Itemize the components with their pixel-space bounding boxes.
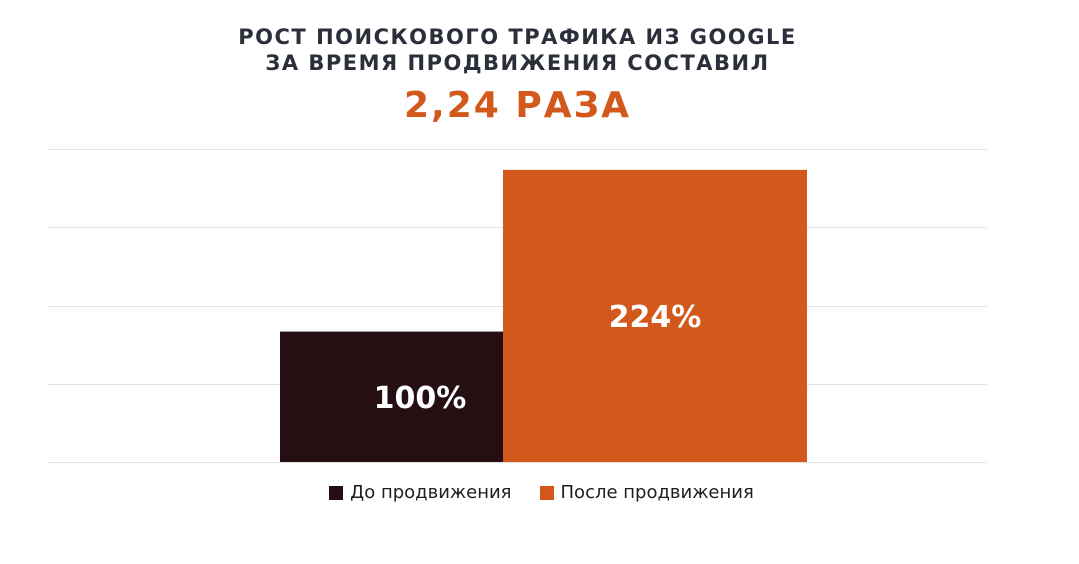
legend-label-after: После продвижения: [560, 482, 754, 503]
bars: [280, 169, 807, 462]
legend-swatch-before: [329, 485, 344, 500]
chart-title-line-2: ЗА ВРЕМЯ ПРОДВИЖЕНИЯ СОСТАВИЛ: [265, 51, 770, 75]
legend: До продвижения После продвижения: [0, 482, 1079, 503]
bar-after-label: 224%: [609, 300, 702, 335]
legend-label-before: До продвижения: [350, 482, 512, 503]
legend-swatch-after: [539, 485, 554, 500]
legend-item-after: После продвижения: [539, 482, 754, 503]
data-labels: 100% 224%: [374, 300, 702, 416]
bar-after: [503, 169, 807, 462]
bar-before-label: 100%: [374, 381, 467, 416]
chart-headline: 2,24 РАЗА: [403, 85, 632, 126]
chart-title-line-1: РОСТ ПОИСКОВОГО ТРАФИКА ИЗ GOOGLE: [238, 25, 797, 49]
legend-item-before: До продвижения: [329, 482, 512, 503]
